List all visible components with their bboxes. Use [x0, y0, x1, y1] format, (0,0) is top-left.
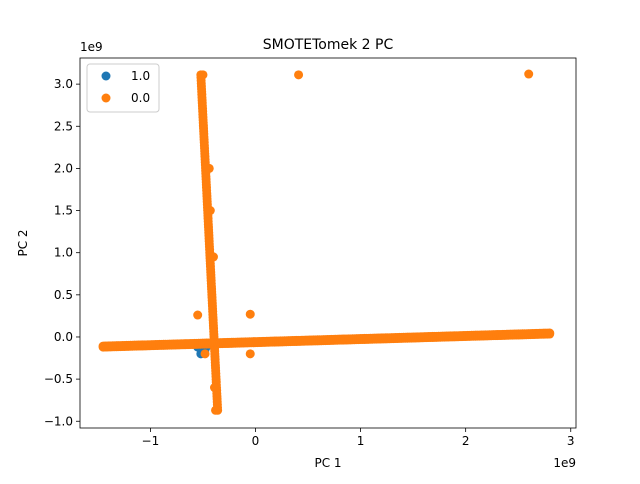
data-point-series-0-0	[245, 349, 255, 359]
y-tick-label: 0.5	[54, 288, 73, 302]
x-tick-label: −1	[142, 434, 160, 448]
legend-label-0-0: 0.0	[131, 91, 150, 105]
data-point-series-0-0	[198, 70, 208, 80]
x-offset-label: 1e9	[553, 456, 576, 470]
y-tick-label: 3.0	[54, 77, 73, 91]
y-tick-label: −0.5	[44, 372, 73, 386]
data-point-series-0-0	[294, 70, 304, 80]
data-point-series-0-0	[205, 206, 215, 216]
data-point-series-0-0	[545, 328, 555, 338]
legend-marker-0-0	[101, 93, 111, 103]
y-axis-label: PC 2	[16, 229, 30, 256]
data-point-series-0-0	[200, 349, 210, 359]
data-point-series-0-0	[245, 309, 255, 319]
y-tick-label: 1.0	[54, 246, 73, 260]
data-point-series-0-0	[211, 405, 221, 415]
data-point-series-0-0	[130, 340, 140, 350]
y-tick-label: 1.5	[54, 204, 73, 218]
x-ticks: −1 0 1 2 3	[142, 428, 575, 448]
legend: 1.0 0.0	[86, 63, 160, 113]
data-point-series-0-0	[208, 252, 218, 262]
y-tick-label: 0.0	[54, 330, 73, 344]
plot-frame	[79, 57, 577, 429]
y-ticks: −1.0 −0.5 0.0 0.5 1.0 1.5 2.0 2.5 3.0	[44, 77, 80, 428]
x-axis-label: PC 1	[314, 456, 341, 470]
x-tick-label: 3	[567, 434, 575, 448]
y-tick-label: 2.0	[54, 161, 73, 175]
data-point-series-0-0	[204, 163, 214, 173]
data-point-series-0-0	[524, 69, 534, 79]
x-tick-label: 0	[252, 434, 260, 448]
y-offset-label: 1e9	[80, 40, 103, 54]
x-tick-label: 2	[462, 434, 470, 448]
points-layer	[98, 69, 555, 415]
chart-title: SMOTETomek 2 PC	[263, 37, 394, 53]
x-tick-label: 1	[357, 434, 365, 448]
legend-marker-1-0	[101, 71, 111, 81]
data-point-series-0-0	[210, 383, 220, 393]
legend-label-1-0: 1.0	[131, 69, 150, 83]
y-tick-label: −1.0	[44, 414, 73, 428]
y-tick-label: 2.5	[54, 119, 73, 133]
data-point-series-0-0	[193, 310, 203, 320]
